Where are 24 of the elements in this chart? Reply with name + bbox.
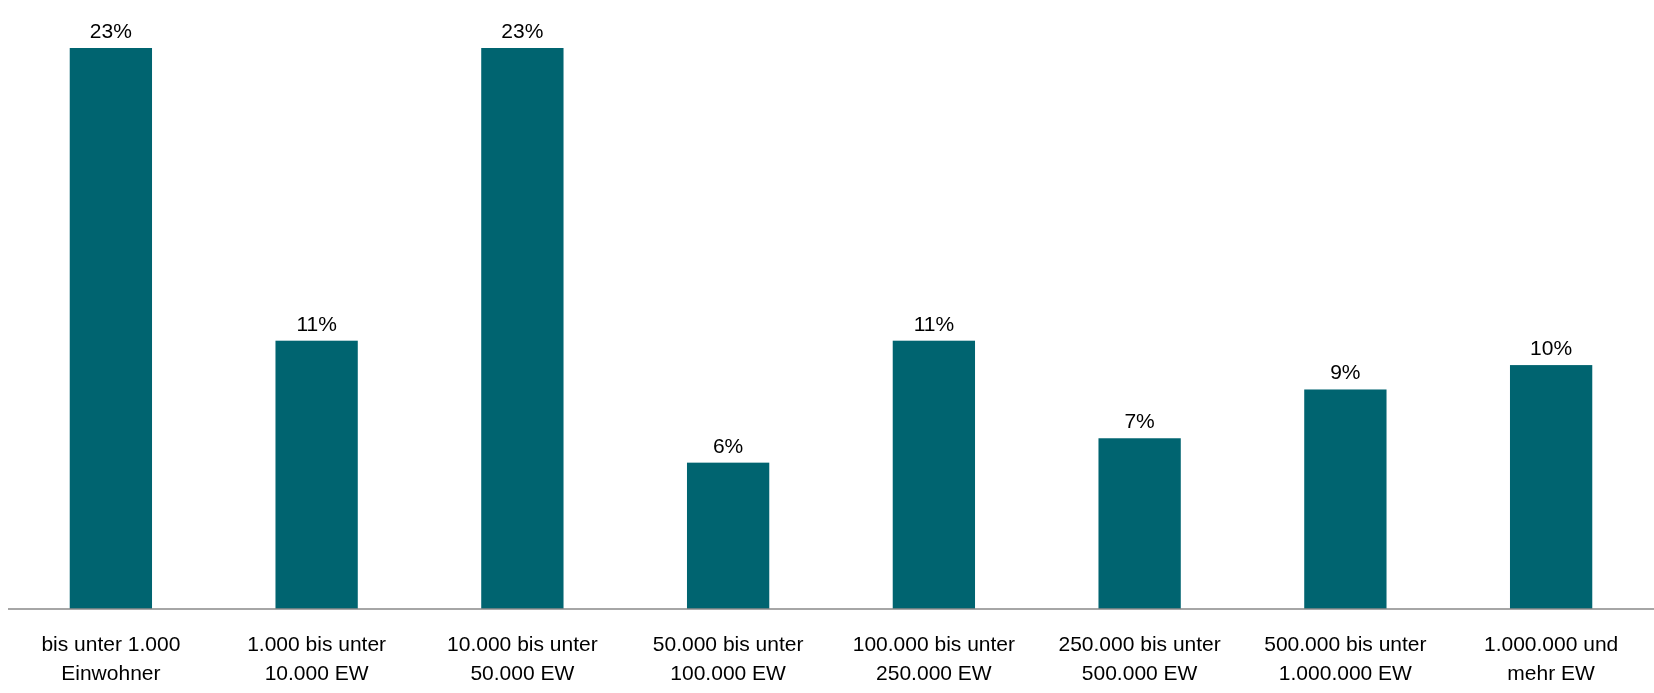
data-label: 7% xyxy=(1124,409,1155,433)
data-label: 11% xyxy=(296,311,337,335)
x-tick-label: bis unter 1.000 Einwohner xyxy=(41,632,181,684)
x-tick-label: 100.000 bis unter 250.000 EW xyxy=(852,632,1016,684)
bar xyxy=(1304,389,1387,609)
data-label: 6% xyxy=(712,433,744,457)
x-tick-label: 50.000 bis unter 100.000 EW xyxy=(652,632,804,684)
x-tick-label: 10.000 bis unter 50.000 EW xyxy=(447,632,598,684)
data-label: 10% xyxy=(1530,336,1573,360)
bar xyxy=(1098,438,1181,609)
data-label: 9% xyxy=(1330,360,1361,384)
x-tick-label: 250.000 bis unter 500.000 EW xyxy=(1058,632,1221,684)
x-tick-label: 1.000.000 und mehr EW xyxy=(1483,632,1619,684)
bar xyxy=(481,48,564,609)
data-label: 11% xyxy=(913,311,955,335)
bar xyxy=(69,48,153,609)
bar xyxy=(1509,365,1593,609)
bar xyxy=(892,340,976,609)
bar xyxy=(275,340,358,609)
bar xyxy=(686,462,770,609)
data-label: 23% xyxy=(501,19,544,42)
data-label: 23% xyxy=(89,19,132,42)
x-tick-label: 1.000 bis unter 10.000 EW xyxy=(247,632,387,684)
x-tick-label: 500.000 bis unter 1.000.000 EW xyxy=(1264,632,1427,684)
